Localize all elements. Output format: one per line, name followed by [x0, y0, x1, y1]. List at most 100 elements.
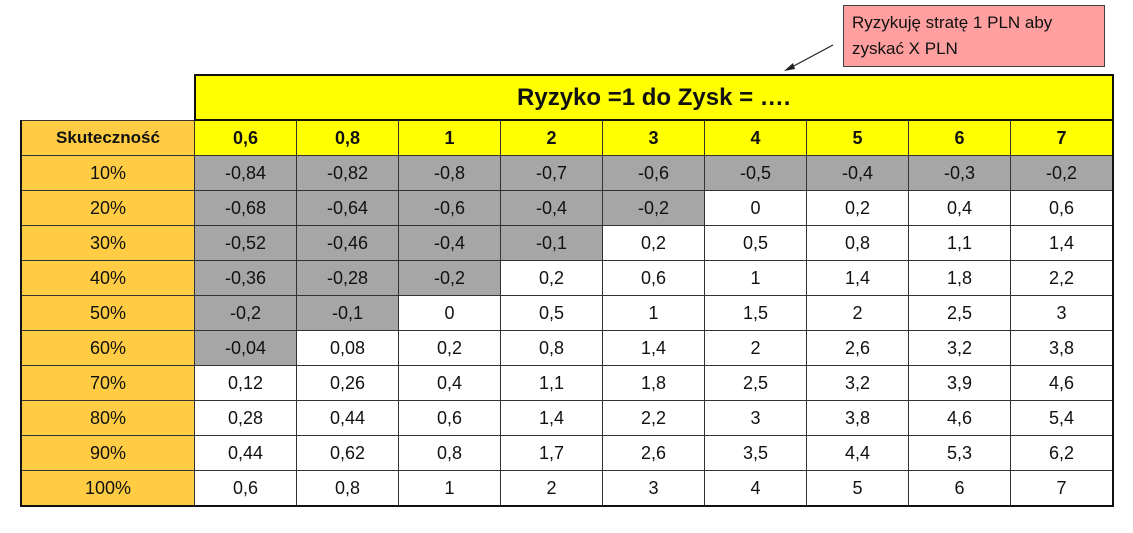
- value-cell: 3,8: [1010, 330, 1114, 366]
- value-cell: 1,4: [602, 330, 705, 366]
- value-cell: -0,64: [296, 190, 399, 226]
- value-cell: 1,8: [908, 260, 1011, 296]
- value-cell: -0,4: [806, 155, 909, 191]
- table-row: 60% -0,04 0,08 0,2 0,8 1,4 2 2,6 3,2 3,8: [20, 330, 1114, 366]
- value-cell: 6: [908, 470, 1011, 507]
- value-cell: -0,2: [602, 190, 705, 226]
- value-cell: 4,6: [1010, 365, 1114, 401]
- value-cell: -0,8: [398, 155, 501, 191]
- value-cell: 5,4: [1010, 400, 1114, 436]
- table-row: 90% 0,44 0,62 0,8 1,7 2,6 3,5 4,4 5,3 6,2: [20, 435, 1114, 471]
- table-row: 30% -0,52 -0,46 -0,4 -0,1 0,2 0,5 0,8 1,1 1,4: [20, 225, 1114, 261]
- value-cell: 0,2: [602, 225, 705, 261]
- value-cell: 1,7: [500, 435, 603, 471]
- value-cell: 0,2: [500, 260, 603, 296]
- value-cell: 2,5: [704, 365, 807, 401]
- value-cell: 7: [1010, 470, 1114, 507]
- value-cell: -0,6: [602, 155, 705, 191]
- value-cell: 3,2: [806, 365, 909, 401]
- value-cell: 3: [1010, 295, 1114, 331]
- value-cell: 5,3: [908, 435, 1011, 471]
- value-cell: 0,44: [194, 435, 297, 471]
- value-cell: 3,9: [908, 365, 1011, 401]
- table-row: 10% -0,84 -0,82 -0,8 -0,7 -0,6 -0,5 -0,4 -0,3 -0,…: [20, 155, 1114, 191]
- value-cell: 2: [704, 330, 807, 366]
- table-title: Ryzyko =1 do Zysk = ….: [193, 74, 1114, 121]
- value-cell: 0,08: [296, 330, 399, 366]
- value-cell: 1,4: [806, 260, 909, 296]
- value-cell: -0,36: [194, 260, 297, 296]
- row-label: 80%: [20, 400, 195, 436]
- value-cell: 0,5: [500, 295, 603, 331]
- column-header: 0,6: [194, 119, 297, 156]
- value-cell: 0,4: [398, 365, 501, 401]
- value-cell: 0,6: [194, 470, 297, 507]
- value-cell: -0,2: [194, 295, 297, 331]
- column-header: 5: [806, 119, 909, 156]
- value-cell: -0,4: [398, 225, 501, 261]
- value-cell: 0,28: [194, 400, 297, 436]
- value-cell: 2,5: [908, 295, 1011, 331]
- value-cell: -0,5: [704, 155, 807, 191]
- value-cell: 3,5: [704, 435, 807, 471]
- value-cell: 4,4: [806, 435, 909, 471]
- value-cell: -0,2: [1010, 155, 1114, 191]
- value-cell: 4: [704, 470, 807, 507]
- value-cell: 0,4: [908, 190, 1011, 226]
- value-cell: 0,8: [500, 330, 603, 366]
- value-cell: 0,8: [398, 435, 501, 471]
- risk-reward-table: Ryzyko =1 do Zysk = …. Skuteczność 0,6 0,8 1…: [20, 74, 1114, 507]
- value-cell: -0,68: [194, 190, 297, 226]
- table-row: 40% -0,36 -0,28 -0,2 0,2 0,6 1 1,4 1,8 2,2: [20, 260, 1114, 296]
- value-cell: 0,6: [1010, 190, 1114, 226]
- column-header: 0,8: [296, 119, 399, 156]
- value-cell: 1,4: [500, 400, 603, 436]
- row-label: 100%: [20, 470, 195, 507]
- value-cell: 3: [602, 470, 705, 507]
- row-label: 50%: [20, 295, 195, 331]
- callout-note: Ryzykuję stratę 1 PLN aby zyskać X PLN: [843, 5, 1105, 67]
- column-header: 4: [704, 119, 807, 156]
- value-cell: -0,52: [194, 225, 297, 261]
- column-header: 7: [1010, 119, 1114, 156]
- value-cell: 2: [806, 295, 909, 331]
- value-cell: 0,26: [296, 365, 399, 401]
- value-cell: 3,2: [908, 330, 1011, 366]
- value-cell: 0,44: [296, 400, 399, 436]
- value-cell: 0,8: [296, 470, 399, 507]
- value-cell: 3: [704, 400, 807, 436]
- value-cell: 4,6: [908, 400, 1011, 436]
- value-cell: 1,4: [1010, 225, 1114, 261]
- value-cell: 1,8: [602, 365, 705, 401]
- row-label: 40%: [20, 260, 195, 296]
- value-cell: 1: [398, 470, 501, 507]
- value-cell: -0,4: [500, 190, 603, 226]
- value-cell: 0,5: [704, 225, 807, 261]
- value-cell: 1,5: [704, 295, 807, 331]
- value-cell: 0: [704, 190, 807, 226]
- row-label: 60%: [20, 330, 195, 366]
- value-cell: -0,82: [296, 155, 399, 191]
- column-header: 1: [398, 119, 501, 156]
- column-header: 2: [500, 119, 603, 156]
- value-cell: -0,3: [908, 155, 1011, 191]
- value-cell: 0,6: [602, 260, 705, 296]
- table-row: 80% 0,28 0,44 0,6 1,4 2,2 3 3,8 4,6 5,4: [20, 400, 1114, 436]
- table-row: 50% -0,2 -0,1 0 0,5 1 1,5 2 2,5 3: [20, 295, 1114, 331]
- value-cell: 1,1: [908, 225, 1011, 261]
- row-header-label: Skuteczność: [20, 119, 195, 156]
- table-row: 20% -0,68 -0,64 -0,6 -0,4 -0,2 0 0,2 0,4 0,6: [20, 190, 1114, 226]
- value-cell: 2,2: [602, 400, 705, 436]
- value-cell: -0,46: [296, 225, 399, 261]
- value-cell: 0,8: [806, 225, 909, 261]
- value-cell: -0,28: [296, 260, 399, 296]
- empty-corner: [21, 75, 195, 120]
- row-label: 30%: [20, 225, 195, 261]
- table-row: 70% 0,12 0,26 0,4 1,1 1,8 2,5 3,2 3,9 4,6: [20, 365, 1114, 401]
- value-cell: 1: [602, 295, 705, 331]
- value-cell: 2,2: [1010, 260, 1114, 296]
- value-cell: 0,6: [398, 400, 501, 436]
- value-cell: 1: [704, 260, 807, 296]
- row-label: 90%: [20, 435, 195, 471]
